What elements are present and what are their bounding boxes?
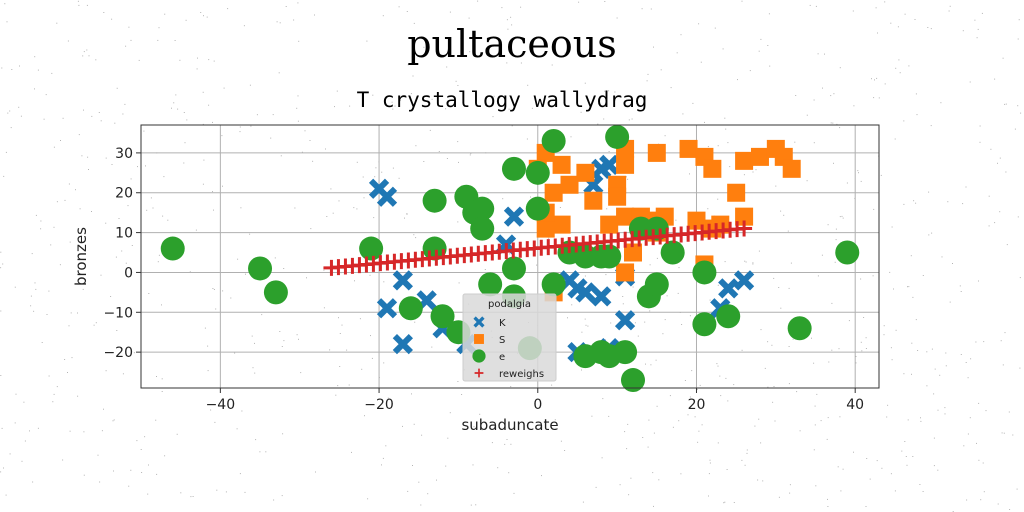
point-S	[735, 151, 754, 170]
point-S	[703, 159, 722, 178]
point-e	[835, 240, 860, 265]
y-tick-label: 10	[115, 226, 133, 242]
x-tick-label: 0	[533, 397, 542, 413]
point-K	[392, 334, 413, 355]
legend-marker-reweighs	[474, 368, 484, 378]
point-e	[525, 196, 550, 221]
point-K	[591, 286, 612, 307]
point-S	[616, 155, 635, 174]
point-S	[782, 159, 801, 178]
legend-marker-S	[474, 334, 484, 344]
point-S	[624, 243, 642, 262]
point-e	[501, 256, 526, 281]
legend: podalgia KSe reweighs	[462, 293, 557, 382]
point-S	[647, 143, 666, 162]
point-e	[470, 196, 495, 221]
point-e	[541, 128, 566, 153]
x-axis-label: subaduncate	[461, 416, 558, 434]
legend-marker-e	[472, 349, 486, 363]
point-K	[718, 278, 739, 299]
point-e	[716, 304, 741, 329]
point-S	[727, 183, 746, 202]
x-tick-label: −40	[206, 397, 236, 413]
legend-label: reweighs	[499, 369, 544, 380]
point-e	[613, 340, 638, 365]
plot-frame	[140, 124, 880, 389]
point-e	[359, 236, 384, 261]
axis-ticks: −40 −20 0 20 40 −20 −10 0 10 20 30	[103, 146, 864, 413]
y-tick-label: −20	[103, 345, 133, 361]
point-S	[616, 263, 635, 282]
point-e	[621, 368, 645, 393]
figure-suptitle: pultaceous	[407, 22, 617, 66]
series-reweighs	[323, 220, 753, 276]
point-e	[525, 160, 550, 185]
point-e	[398, 296, 423, 321]
point-S	[735, 207, 754, 226]
y-tick-label: −10	[103, 305, 133, 321]
point-e	[597, 244, 622, 269]
point-K	[733, 270, 755, 291]
legend-label: S	[499, 335, 505, 346]
chart-title: T crystallogy wallydrag	[356, 88, 648, 112]
y-tick-label: 0	[124, 265, 133, 281]
point-S	[584, 191, 603, 210]
point-S	[544, 183, 563, 202]
point-S	[576, 163, 595, 182]
point-e	[541, 272, 566, 297]
point-e	[160, 236, 185, 261]
legend-label: e	[499, 352, 505, 363]
point-S	[552, 155, 571, 174]
point-e	[787, 316, 812, 341]
point-K	[599, 154, 620, 175]
point-S	[552, 215, 571, 234]
point-S	[600, 215, 619, 234]
point-e	[660, 240, 685, 265]
point-K	[575, 282, 596, 303]
y-tick-label: 20	[115, 186, 133, 202]
point-S	[536, 219, 555, 238]
y-tick-label: 30	[115, 146, 133, 162]
point-e	[644, 272, 669, 297]
legend-title: podalgia	[488, 299, 531, 310]
point-e	[692, 312, 717, 337]
point-K	[614, 310, 636, 331]
point-K	[503, 206, 525, 227]
point-K	[376, 298, 398, 319]
x-tick-label: −20	[364, 397, 394, 413]
point-e	[605, 124, 630, 149]
y-axis-label: bronzes	[72, 227, 90, 286]
point-S	[679, 139, 698, 158]
point-K	[376, 186, 398, 207]
point-e	[470, 216, 495, 241]
point-e	[501, 156, 526, 181]
point-S	[560, 175, 579, 194]
point-S	[616, 207, 635, 226]
point-reweighs	[736, 220, 753, 237]
point-e	[422, 188, 447, 213]
point-e	[248, 256, 273, 281]
x-tick-label: 20	[688, 397, 706, 413]
point-e	[430, 304, 455, 329]
point-e	[263, 280, 288, 305]
plot-marks	[160, 124, 860, 393]
point-e	[478, 272, 503, 297]
point-e	[692, 260, 717, 285]
point-K	[392, 270, 413, 291]
x-tick-label: 40	[846, 397, 864, 413]
legend-label: K	[499, 318, 506, 329]
legend-marker-K	[473, 316, 485, 328]
legend-box	[462, 293, 557, 382]
point-S	[608, 187, 627, 206]
point-S	[750, 147, 769, 166]
